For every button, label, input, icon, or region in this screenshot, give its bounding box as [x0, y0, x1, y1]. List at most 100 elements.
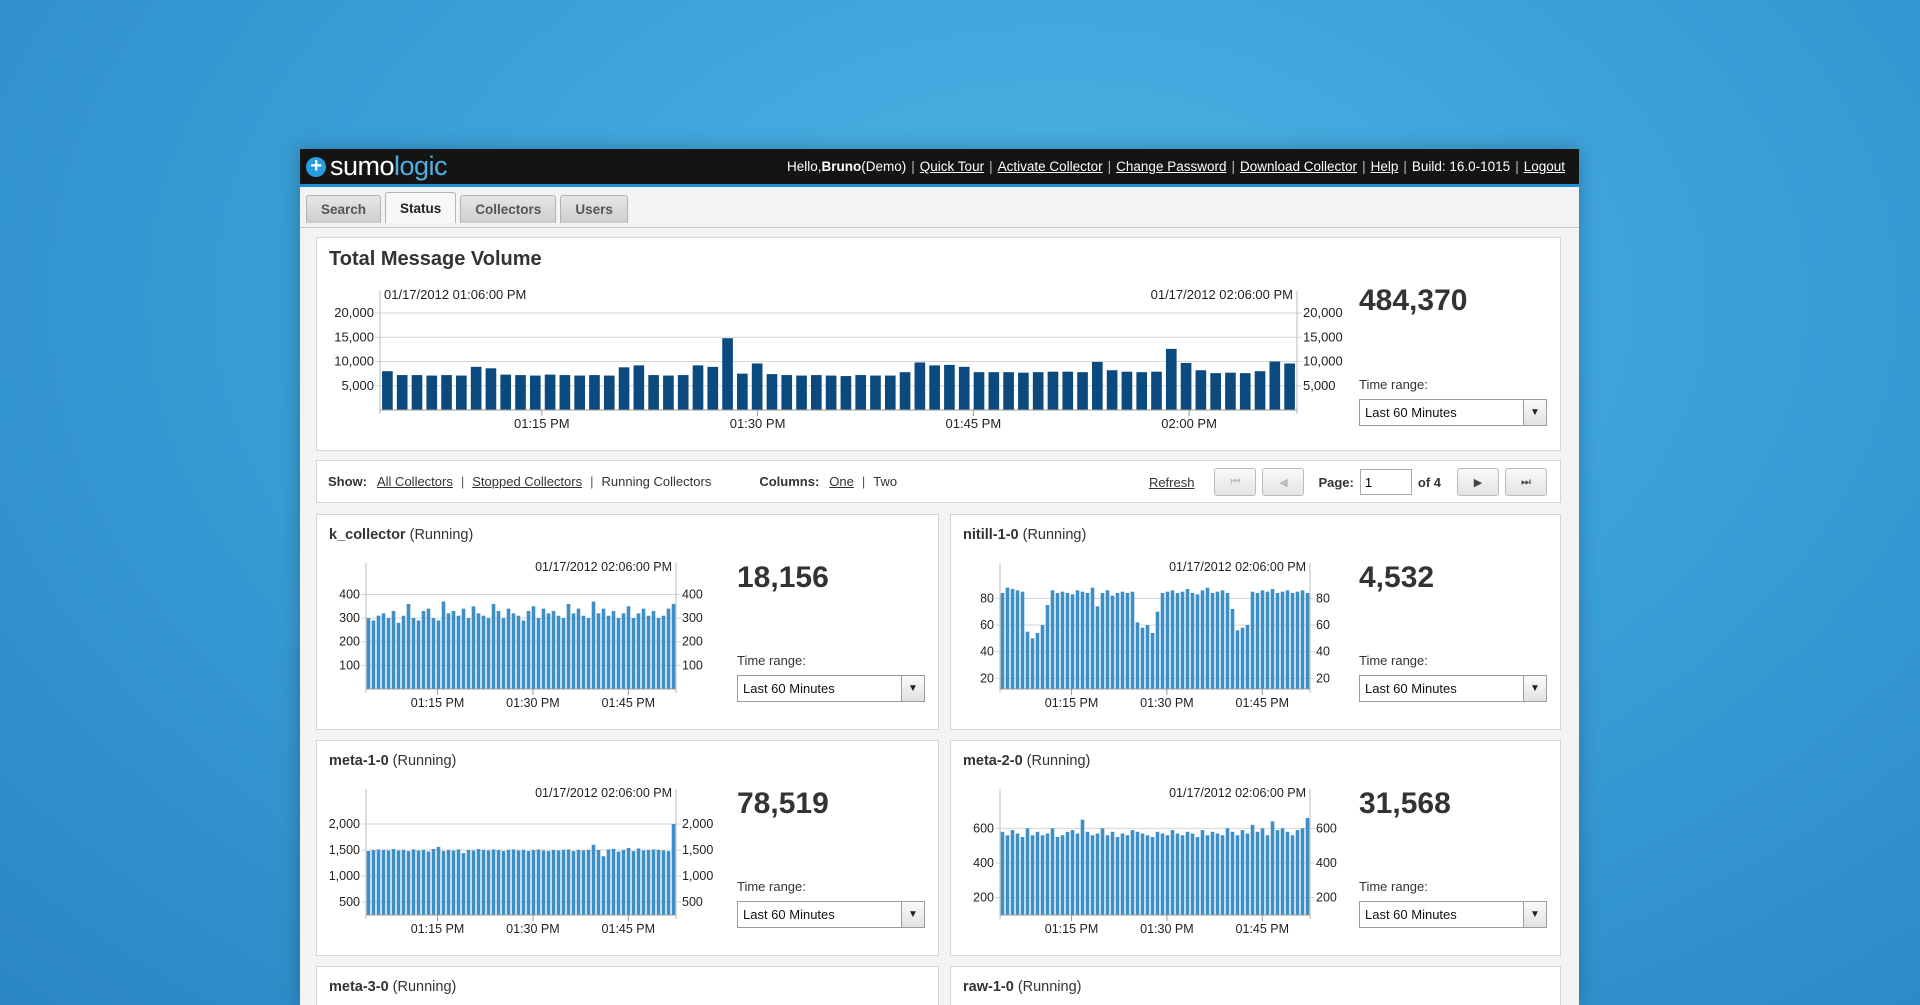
x-tick-label: 01:45 PM	[602, 696, 656, 710]
chart-bar	[1070, 594, 1075, 689]
chart-bar	[631, 618, 636, 689]
chart-bar	[1100, 828, 1105, 915]
chart-bar	[606, 849, 611, 915]
collector-name[interactable]: meta-1-0	[329, 753, 389, 769]
chart-bar	[401, 615, 406, 689]
chevron-down-icon[interactable]: ▼	[901, 902, 924, 927]
chart-bar	[521, 850, 526, 915]
chart-bar	[666, 851, 671, 915]
stopped-collectors-link[interactable]: Stopped Collectors	[472, 474, 583, 489]
columns-two-option[interactable]: Two	[873, 474, 898, 489]
chart-bar	[1030, 835, 1035, 915]
refresh-link[interactable]: Refresh	[1148, 474, 1195, 490]
running-collectors-filter[interactable]: Running Collectors	[601, 474, 712, 489]
page-number-input[interactable]	[1359, 469, 1412, 495]
chevron-down-icon[interactable]: ▼	[1523, 676, 1546, 701]
chart-bar	[671, 824, 676, 915]
chart-bar	[451, 611, 456, 689]
collector-name[interactable]: nitill-1-0	[963, 527, 1019, 543]
chart-bar	[661, 850, 666, 915]
collector-name[interactable]: raw-1-0	[963, 979, 1014, 995]
chart-bar	[426, 851, 431, 915]
collector-title: meta-2-0 (Running)	[963, 753, 1090, 769]
chart-bar	[1295, 830, 1300, 915]
pager: Refresh ⏮ ◀ Page: of 4 ▶ ⏭	[1149, 468, 1547, 496]
chart-bar	[516, 615, 521, 689]
chevron-down-icon[interactable]: ▼	[901, 676, 924, 701]
tab-users[interactable]: Users	[560, 195, 628, 223]
chart-bar	[626, 847, 631, 915]
chart-bar	[581, 615, 586, 689]
collector-panel: nitill-1-0 (Running) 80 80 60 60 40 40 20 20 01:…	[950, 514, 1561, 730]
end-time-label: 01/17/2012 02:06:00 PM	[535, 560, 672, 574]
time-range-select[interactable]: Last 60 Minutes ▼	[737, 675, 925, 702]
chart-bar	[1075, 590, 1080, 689]
y-tick-label-right: 600	[1316, 821, 1337, 835]
chart-bar	[381, 613, 386, 689]
page-total: of 4	[1417, 474, 1441, 490]
time-range-value: Last 60 Minutes	[1365, 405, 1457, 420]
columns-one-link[interactable]: One	[829, 474, 854, 489]
tab-status[interactable]: Status	[385, 192, 457, 223]
chart-bar	[421, 611, 426, 689]
chart-bar	[677, 375, 689, 410]
chart-bar	[416, 620, 421, 689]
chart-bar	[436, 846, 441, 915]
collector-name[interactable]: meta-2-0	[963, 753, 1023, 769]
chart-bar	[441, 375, 452, 410]
chart-bar	[1239, 373, 1251, 410]
end-time-label: 01/17/2012 02:06:00 PM	[1169, 560, 1306, 574]
chart-bar	[541, 608, 546, 689]
chart-bar	[1240, 830, 1245, 915]
chart-bar	[1015, 590, 1020, 689]
chart-bar	[1047, 371, 1059, 410]
chart-bar	[1106, 370, 1118, 410]
time-range-select[interactable]: Last 60 Minutes ▼	[737, 901, 925, 928]
logout-link[interactable]: Logout	[1523, 159, 1565, 174]
y-tick-label-right: 200	[682, 635, 703, 649]
chart-bar	[441, 601, 446, 689]
show-label: Show:	[328, 474, 367, 489]
sumologic-logo[interactable]: + sumo logic	[306, 151, 448, 182]
collector-name[interactable]: k_collector	[329, 527, 406, 543]
collector-count: 18,156	[737, 561, 829, 594]
tab-collectors[interactable]: Collectors	[460, 195, 557, 223]
first-page-icon[interactable]: ⏮	[1214, 468, 1257, 496]
chart-bar	[536, 618, 541, 689]
time-range-select[interactable]: Last 60 Minutes ▼	[1359, 399, 1547, 426]
collector-name[interactable]: meta-3-0	[329, 979, 389, 995]
chart-bar	[1040, 835, 1045, 915]
activate-collector-link[interactable]: Activate Collector	[997, 159, 1103, 174]
chevron-down-icon[interactable]: ▼	[1523, 400, 1546, 425]
chart-bar	[1055, 837, 1060, 915]
next-page-icon[interactable]: ▶	[1457, 468, 1499, 496]
chart-bar	[1270, 589, 1275, 689]
chart-bar	[606, 615, 611, 689]
chart-bar	[591, 601, 596, 689]
x-tick-label: 01:30 PM	[506, 922, 560, 936]
time-range-select[interactable]: Last 60 Minutes ▼	[1359, 901, 1547, 928]
help-link[interactable]: Help	[1370, 159, 1399, 174]
chart-bar	[1160, 593, 1165, 689]
chart-bar	[1105, 835, 1110, 915]
chart-bar	[1120, 833, 1125, 915]
chart-bar	[958, 366, 970, 410]
chart-bar	[401, 850, 406, 915]
change-password-link[interactable]: Change Password	[1116, 159, 1227, 174]
chart-bar	[1135, 622, 1140, 689]
chart-bar	[1025, 828, 1030, 915]
y-tick-label: 200	[339, 635, 360, 649]
chart-bar	[1210, 593, 1215, 689]
time-range-select[interactable]: Last 60 Minutes ▼	[1359, 675, 1547, 702]
chart-bar	[661, 615, 666, 689]
quick-tour-link[interactable]: Quick Tour	[919, 159, 985, 174]
tab-search[interactable]: Search	[306, 195, 382, 223]
chevron-down-icon[interactable]: ▼	[1523, 902, 1546, 927]
all-collectors-link[interactable]: All Collectors	[377, 474, 453, 489]
chart-bar	[376, 615, 381, 689]
chart-bar	[381, 850, 386, 915]
download-collector-link[interactable]: Download Collector	[1240, 159, 1358, 174]
chart-bar	[571, 851, 576, 915]
last-page-icon[interactable]: ⏭	[1505, 468, 1547, 496]
prev-page-icon[interactable]: ◀	[1262, 468, 1305, 496]
